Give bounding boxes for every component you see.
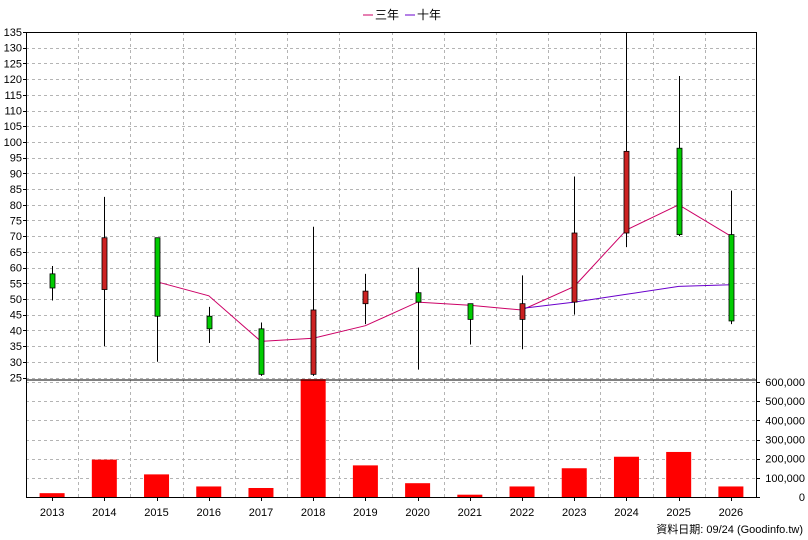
candle-body-2021 xyxy=(467,303,474,320)
candle-body-2013 xyxy=(49,273,56,289)
volume-bar-2015 xyxy=(144,474,170,497)
price-tick-50: 50 xyxy=(10,294,22,306)
volume-bar-2016 xyxy=(196,486,222,497)
volume-bar-2019 xyxy=(352,465,378,497)
candle-body-2019 xyxy=(362,290,369,305)
price-tick-90: 90 xyxy=(10,168,22,180)
x-tick-2019: 2019 xyxy=(353,507,377,519)
x-tick-2017: 2017 xyxy=(249,507,273,519)
price-tick-115: 115 xyxy=(4,90,22,102)
volume-bar-2022 xyxy=(509,486,535,497)
volume-bar-2018 xyxy=(300,379,326,497)
axes xyxy=(26,32,757,498)
price-axis-tick-labels: 25 30 35 40 45 50 55 60 65 70 75 80 85 90 95 100 105 110 1… xyxy=(4,27,26,385)
volume-tick-300000: 300,000 xyxy=(765,435,805,447)
price-tick-85: 85 xyxy=(10,184,22,196)
x-tick-2016: 2016 xyxy=(197,507,221,519)
price-tick-25: 25 xyxy=(10,373,22,385)
volume-bar-2013 xyxy=(39,493,65,497)
candle-body-2023 xyxy=(571,232,578,303)
price-tick-100: 100 xyxy=(4,137,22,149)
price-tick-75: 75 xyxy=(10,215,22,227)
candle-body-2022 xyxy=(519,303,526,320)
x-tick-2023: 2023 xyxy=(562,507,586,519)
candle-body-2020 xyxy=(415,292,422,303)
price-tick-125: 125 xyxy=(4,58,22,70)
price-tick-110: 110 xyxy=(4,106,22,118)
volume-tick-100000: 100,000 xyxy=(765,473,805,485)
x-tick-2015: 2015 xyxy=(144,507,168,519)
data-date-note: 資料日期: 09/24 (Goodinfo.tw) xyxy=(656,522,803,536)
candle-body-2018 xyxy=(310,309,317,375)
price-tick-55: 55 xyxy=(10,278,22,290)
price-tick-80: 80 xyxy=(10,200,22,212)
x-axis-tick-labels: 2013 2014 2015 2016 2017 2018 2019 2020 2021 2022… xyxy=(40,497,743,519)
price-tick-30: 30 xyxy=(10,357,22,369)
moving-average-lines xyxy=(156,204,732,342)
candle-body-2025 xyxy=(676,147,683,235)
x-tick-2020: 2020 xyxy=(405,507,429,519)
candle-body-2026 xyxy=(728,234,735,322)
price-tick-120: 120 xyxy=(4,74,22,86)
x-tick-2018: 2018 xyxy=(301,507,325,519)
price-tick-45: 45 xyxy=(10,310,22,322)
x-tick-2026: 2026 xyxy=(719,507,743,519)
candle-body-2017 xyxy=(258,328,265,375)
price-tick-105: 105 xyxy=(4,121,22,133)
x-tick-2021: 2021 xyxy=(458,507,482,519)
grid-lines xyxy=(26,32,757,497)
volume-bar-2017 xyxy=(248,487,274,497)
price-tick-40: 40 xyxy=(10,325,22,337)
x-tick-2013: 2013 xyxy=(40,507,64,519)
plot-frame xyxy=(26,32,757,498)
price-tick-130: 130 xyxy=(4,43,22,55)
legend-label-1: 三年 xyxy=(375,8,399,22)
price-tick-135: 135 xyxy=(4,27,22,39)
series-line-2 xyxy=(521,284,731,309)
candle-body-2024 xyxy=(623,150,630,234)
x-tick-2022: 2022 xyxy=(510,507,534,519)
volume-bar-2020 xyxy=(405,483,431,497)
candle-body-2014 xyxy=(101,237,108,290)
volume-tick-200000: 200,000 xyxy=(765,454,805,466)
volume-tick-500000: 500,000 xyxy=(765,396,805,408)
volume-axis-tick-labels: 0 100,000 200,000 300,000 400,000 500,000 600,… xyxy=(757,377,805,504)
candle-body-2015 xyxy=(154,237,161,317)
volume-tick-600000: 600,000 xyxy=(765,377,805,389)
volume-bar-2026 xyxy=(718,486,744,497)
volume-bar-2021 xyxy=(457,494,483,497)
legend-label-2: 十年 xyxy=(417,8,441,22)
x-tick-2024: 2024 xyxy=(614,507,638,519)
volume-bar-2024 xyxy=(613,456,639,497)
x-tick-2025: 2025 xyxy=(666,507,690,519)
price-tick-35: 35 xyxy=(10,341,22,353)
candles xyxy=(49,32,735,376)
volume-bar-2025 xyxy=(666,451,692,497)
price-tick-65: 65 xyxy=(10,247,22,259)
series-line-1 xyxy=(156,204,732,342)
price-tick-60: 60 xyxy=(10,263,22,275)
legend: 三年 十年 xyxy=(363,8,441,22)
price-tick-70: 70 xyxy=(10,231,22,243)
candle-body-2016 xyxy=(206,315,213,330)
volume-bars xyxy=(39,379,744,497)
volume-bar-2014 xyxy=(91,459,117,497)
volume-tick-400000: 400,000 xyxy=(765,415,805,427)
x-tick-2014: 2014 xyxy=(92,507,116,519)
volume-bar-2023 xyxy=(561,468,587,497)
volume-tick-0: 0 xyxy=(799,492,805,504)
price-tick-95: 95 xyxy=(10,153,22,165)
